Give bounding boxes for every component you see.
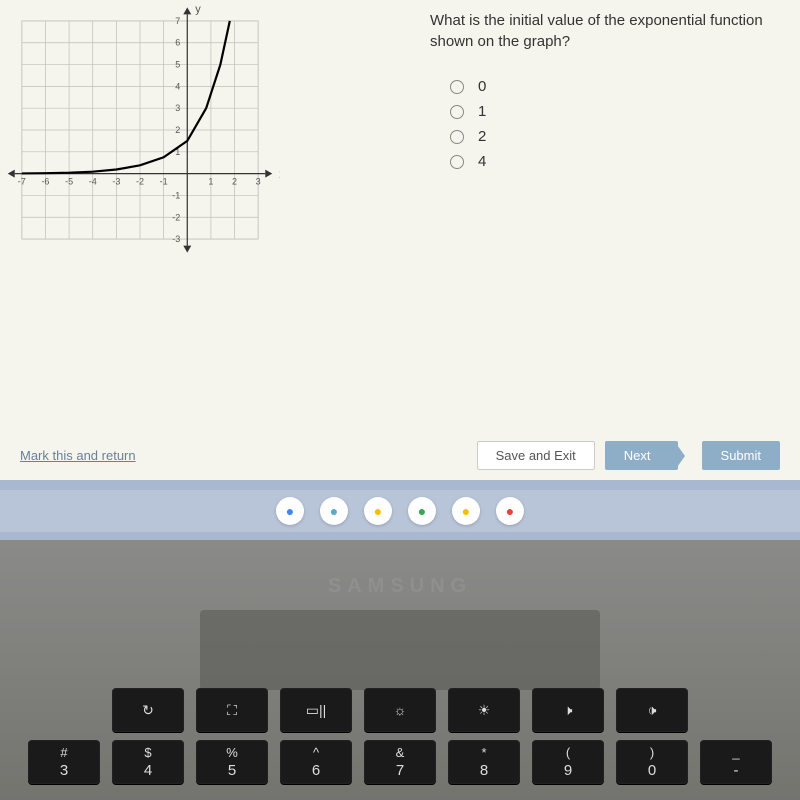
choice-label: 2: [478, 128, 486, 145]
choice-label: 4: [478, 153, 486, 170]
overview-key[interactable]: ▭||: [280, 688, 352, 732]
svg-text:-3: -3: [112, 177, 120, 187]
key-row-num: #3 $4 %5 ^6&7 *8 (9 )0 _-: [0, 740, 800, 784]
svg-text:-2: -2: [136, 177, 144, 187]
drive-icon[interactable]: ●: [364, 497, 392, 525]
radio-icon[interactable]: [450, 105, 464, 119]
trackpad: [200, 610, 600, 690]
radio-icon[interactable]: [450, 130, 464, 144]
leaf-icon[interactable]: ●: [320, 497, 348, 525]
svg-text:2: 2: [175, 125, 180, 135]
files-icon[interactable]: ●: [452, 497, 480, 525]
choice-label: 0: [478, 78, 486, 95]
question-text: What is the initial value of the exponen…: [430, 10, 780, 52]
svg-text:1: 1: [208, 177, 213, 187]
mute-key[interactable]: 🕨: [532, 688, 604, 732]
svg-text:-2: -2: [172, 212, 180, 222]
choice-label: 1: [478, 103, 486, 120]
choice-0[interactable]: 0: [450, 78, 486, 95]
svg-text:-1: -1: [160, 177, 168, 187]
fullscreen-key[interactable]: ⛶: [196, 688, 268, 732]
3-key[interactable]: #3: [28, 740, 100, 784]
svg-text:-5: -5: [65, 177, 73, 187]
quiz-panel: -7 -6 -5 -4 -3 -2 -1 1 2 3 1 2 3 4 5 6 7 -1 -2 -3 x y What is…: [0, 0, 800, 480]
0-key[interactable]: )0: [616, 740, 688, 784]
key-row-fn: ↻ ⛶ ▭|| ☼ ☀ 🕨 🕩: [0, 688, 800, 732]
svg-text:4: 4: [175, 81, 180, 91]
answer-choices: 0 1 2 4: [450, 70, 486, 178]
7-key[interactable]: &7: [364, 740, 436, 784]
refresh-key[interactable]: ↻: [112, 688, 184, 732]
8-key[interactable]: *8: [448, 740, 520, 784]
brightness-up-key[interactable]: ☀: [448, 688, 520, 732]
graph: -7-6-5-4-3-2-11231234567-1-2-3xy: [0, 0, 280, 260]
svg-text:6: 6: [175, 38, 180, 48]
svg-text:y: y: [195, 3, 201, 15]
svg-text:-6: -6: [41, 177, 49, 187]
9-key[interactable]: (9: [532, 740, 604, 784]
radio-icon[interactable]: [450, 80, 464, 94]
svg-text:-3: -3: [172, 234, 180, 244]
radio-icon[interactable]: [450, 155, 464, 169]
svg-text:x: x: [279, 169, 280, 181]
mark-return-link[interactable]: Mark this and return: [20, 448, 136, 463]
bottom-bar: Mark this and return Save and Exit Next …: [20, 440, 780, 470]
dash-key[interactable]: _-: [700, 740, 772, 784]
choice-1[interactable]: 1: [450, 103, 486, 120]
screen-area: -7 -6 -5 -4 -3 -2 -1 1 2 3 1 2 3 4 5 6 7 -1 -2 -3 x y What is…: [0, 0, 800, 540]
svg-text:-1: -1: [172, 190, 180, 200]
svg-text:7: 7: [175, 16, 180, 26]
5-key[interactable]: %5: [196, 740, 268, 784]
brightness-down-key[interactable]: ☼: [364, 688, 436, 732]
choice-3[interactable]: 4: [450, 153, 486, 170]
choice-2[interactable]: 2: [450, 128, 486, 145]
svg-text:-4: -4: [89, 177, 97, 187]
taskbar: ● ● ● ● ● ●: [0, 490, 800, 532]
next-button[interactable]: Next: [605, 441, 678, 470]
svg-text:-7: -7: [18, 177, 26, 187]
apps-icon[interactable]: ●: [276, 497, 304, 525]
volume-key[interactable]: 🕩: [616, 688, 688, 732]
chrome-icon[interactable]: ●: [496, 497, 524, 525]
svg-text:3: 3: [256, 177, 261, 187]
brand-label: SAMSUNG: [0, 575, 800, 598]
svg-text:5: 5: [175, 60, 180, 70]
4-key[interactable]: $4: [112, 740, 184, 784]
submit-button[interactable]: Submit: [702, 441, 780, 470]
6-key[interactable]: ^6: [280, 740, 352, 784]
svg-text:2: 2: [232, 177, 237, 187]
save-exit-button[interactable]: Save and Exit: [477, 441, 595, 470]
store-icon[interactable]: ●: [408, 497, 436, 525]
svg-text:3: 3: [175, 103, 180, 113]
